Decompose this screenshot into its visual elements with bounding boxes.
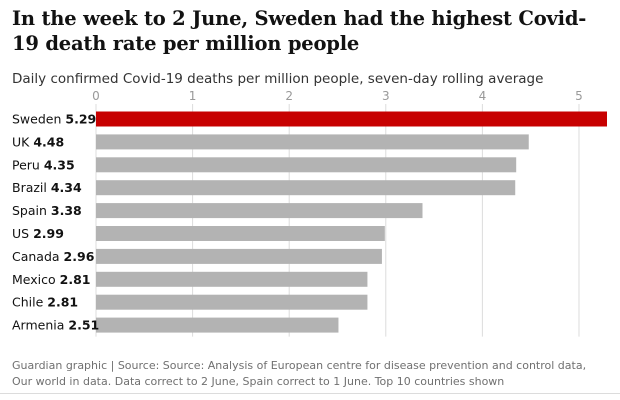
category-label-sweden: Sweden 5.29 (12, 112, 96, 127)
category-label-brazil: Brazil 4.34 (12, 180, 82, 195)
bar-canada (96, 248, 382, 264)
bottom-divider (0, 393, 620, 394)
chart-subtitle: Daily confirmed Covid-19 deaths per mill… (12, 71, 544, 87)
value-label: 4.48 (33, 134, 64, 149)
bar-us (96, 226, 385, 241)
bar-sweden (96, 111, 607, 127)
category-label-peru: Peru 4.35 (12, 157, 75, 172)
value-label: 2.81 (47, 295, 78, 310)
category-label-spain: Spain 3.38 (12, 203, 82, 218)
bars (96, 111, 607, 333)
category-label-armenia: Armenia 2.51 (12, 318, 99, 333)
category-labels: Sweden 5.29 UK 4.48 Peru 4.35 Brazil 4.34 Sp… (12, 112, 99, 333)
category-label-chile: Chile 2.81 (12, 295, 78, 310)
x-tick-label: 5 (575, 89, 583, 103)
value-label: 5.29 (65, 112, 96, 127)
value-label: 2.96 (64, 249, 95, 264)
bar-chile (96, 294, 368, 310)
value-label: 2.99 (33, 226, 64, 241)
category-label-us: US 2.99 (12, 226, 64, 241)
x-axis-ticks: 0 1 2 3 4 5 (92, 89, 583, 103)
bar-armenia (96, 317, 339, 333)
x-tick-label: 4 (479, 89, 487, 103)
source-note: Guardian graphic | Source: Source: Analy… (12, 359, 587, 388)
bar-mexico (96, 271, 368, 287)
x-tick-label: 3 (382, 89, 390, 103)
x-tick-label: 1 (189, 89, 197, 103)
bar-brazil (96, 180, 516, 196)
bar-spain (96, 203, 423, 219)
bar-peru (96, 157, 517, 173)
bar-uk (96, 134, 529, 150)
chart-title: In the week to 2 June, Sweden had the hi… (12, 7, 587, 55)
category-label-mexico: Mexico 2.81 (12, 272, 90, 287)
category-label-canada: Canada 2.96 (12, 249, 95, 264)
value-label: 4.35 (44, 157, 75, 172)
value-label: 2.81 (60, 272, 91, 287)
value-label: 3.38 (51, 203, 82, 218)
x-tick-label: 2 (285, 89, 293, 103)
value-label: 2.51 (68, 318, 99, 333)
value-label: 4.34 (51, 180, 82, 195)
x-tick-label: 0 (92, 89, 100, 103)
category-label-uk: UK 4.48 (12, 134, 64, 149)
bar-chart: 0 1 2 3 4 5 Sweden 5.29 UK 4.48 Peru 4.35 Brazil… (12, 89, 607, 337)
